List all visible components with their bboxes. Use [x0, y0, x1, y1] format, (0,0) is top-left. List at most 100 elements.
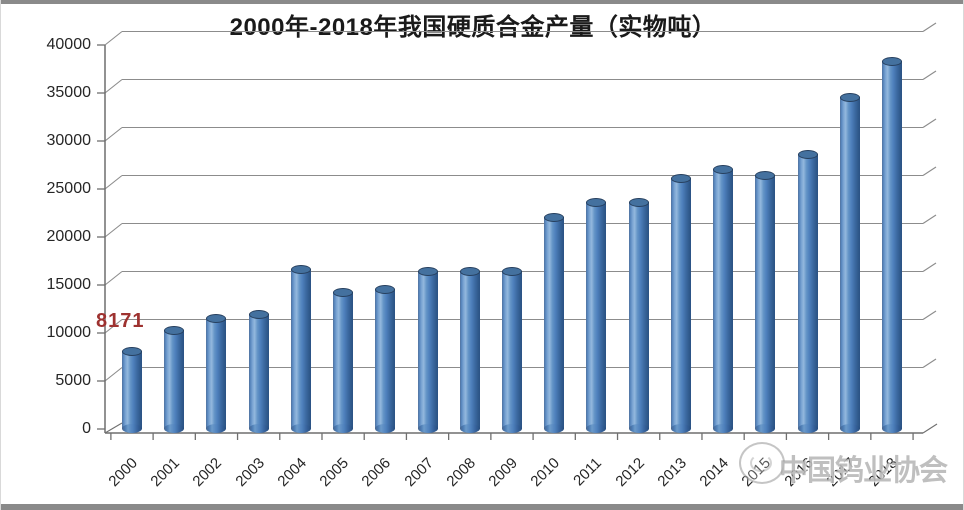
- cylinder-bottom: [459, 423, 480, 433]
- cylinder-top: [628, 198, 649, 208]
- cylinder-top: [375, 284, 396, 294]
- cylinder-body: [755, 174, 776, 429]
- bar-2009: [501, 266, 522, 433]
- bar-2010: [544, 212, 565, 433]
- watermark: 中国钨业协会: [727, 437, 963, 499]
- cylinder-body: [881, 61, 902, 429]
- cylinder-top: [797, 150, 818, 160]
- cylinder-body: [628, 202, 649, 429]
- bar-2015: [755, 170, 776, 433]
- y-axis-label: 30000: [46, 132, 92, 149]
- cylinder-top: [839, 92, 860, 102]
- gridline-connector: [104, 127, 123, 142]
- gridline-connector: [104, 79, 123, 94]
- cylinder-bottom: [881, 423, 902, 433]
- cylinder-bottom: [206, 423, 227, 433]
- cylinder-top: [670, 174, 691, 184]
- cylinder-bottom: [544, 423, 565, 433]
- bar-2014: [713, 164, 734, 433]
- bar-2017: [839, 92, 860, 433]
- cylinder-top: [501, 266, 522, 276]
- cylinder-bottom: [375, 423, 396, 433]
- cylinder-top: [544, 212, 565, 222]
- bar-2006: [375, 284, 396, 433]
- cylinder-bottom: [670, 423, 691, 433]
- watermark-text: 中国钨业协会: [779, 455, 948, 487]
- cylinder-body: [839, 96, 860, 429]
- gridline-tail: [922, 166, 937, 176]
- cylinder-body: [122, 350, 142, 429]
- cylinder-body: [417, 270, 438, 429]
- gridline-tail: [922, 310, 937, 320]
- floor-right-edge: [922, 423, 938, 434]
- y-axis-label: 10000: [46, 324, 92, 341]
- cylinder-body: [797, 154, 818, 429]
- cylinder-bottom: [713, 423, 734, 433]
- gridline-connector: [104, 367, 123, 382]
- cylinder-top: [586, 198, 607, 208]
- gridline-connector: [104, 31, 123, 46]
- bar-2011: [586, 198, 607, 433]
- cylinder-bottom: [417, 423, 438, 433]
- cylinder-top: [290, 264, 311, 274]
- cylinder-body: [206, 317, 227, 429]
- bottom-border: [1, 504, 963, 510]
- y-axis-label: 40000: [46, 36, 92, 53]
- cylinder-body: [290, 268, 311, 429]
- cylinder-body: [333, 291, 354, 429]
- gridline-connector: [104, 271, 123, 286]
- cylinder-bottom: [839, 423, 860, 433]
- cylinder-top: [206, 313, 227, 323]
- gridline-tail: [922, 262, 937, 272]
- cylinder-bottom: [628, 423, 649, 433]
- bar-2001: [164, 326, 185, 433]
- y-axis-label: 15000: [46, 276, 92, 293]
- cylinder-bottom: [755, 423, 776, 433]
- y-axis-label: 0: [82, 420, 91, 437]
- cylinder-bottom: [122, 423, 142, 433]
- cylinder-body: [544, 216, 565, 429]
- cylinder-top: [459, 266, 480, 276]
- bar-2012: [628, 198, 649, 433]
- bar-2013: [670, 174, 691, 433]
- cylinder-body: [459, 270, 480, 429]
- floor-left-edge: [104, 422, 123, 434]
- cylinder-bottom: [333, 423, 354, 433]
- gridline-connector: [104, 319, 123, 334]
- bar-2004: [290, 264, 311, 433]
- cylinder-bottom: [586, 423, 607, 433]
- cylinder-body: [670, 178, 691, 429]
- cylinder-body: [164, 330, 185, 429]
- bar-2002: [206, 313, 227, 433]
- gridline-connector: [104, 223, 123, 238]
- cylinder-bottom: [501, 423, 522, 433]
- cylinder-top: [164, 326, 185, 336]
- top-border: [1, 0, 963, 4]
- gridline-tail: [922, 358, 937, 368]
- bar-2018: [881, 57, 902, 433]
- y-axis-label: 25000: [46, 180, 92, 197]
- bar-2003: [248, 309, 269, 433]
- cylinder-top: [122, 346, 142, 356]
- cylinder-top: [417, 266, 438, 276]
- cylinder-top: [755, 170, 776, 180]
- cylinder-top: [881, 57, 902, 67]
- cylinder-bottom: [290, 423, 311, 433]
- cylinder-body: [375, 288, 396, 429]
- cylinder-body: [586, 202, 607, 429]
- gridline-connector: [104, 175, 123, 190]
- bar-2008: [459, 266, 480, 433]
- y-axis-label: 20000: [46, 228, 92, 245]
- cylinder-body: [248, 313, 269, 429]
- gridline-tail: [922, 118, 937, 128]
- cylinder-bottom: [248, 423, 269, 433]
- ctia-logo-icon: [739, 442, 785, 484]
- bar-2005: [333, 287, 354, 433]
- bar-2000: [122, 346, 142, 433]
- gridline-tail: [922, 70, 937, 80]
- gridline-tail: [922, 214, 937, 224]
- cylinder-body: [501, 270, 522, 429]
- bar-2016: [797, 150, 818, 433]
